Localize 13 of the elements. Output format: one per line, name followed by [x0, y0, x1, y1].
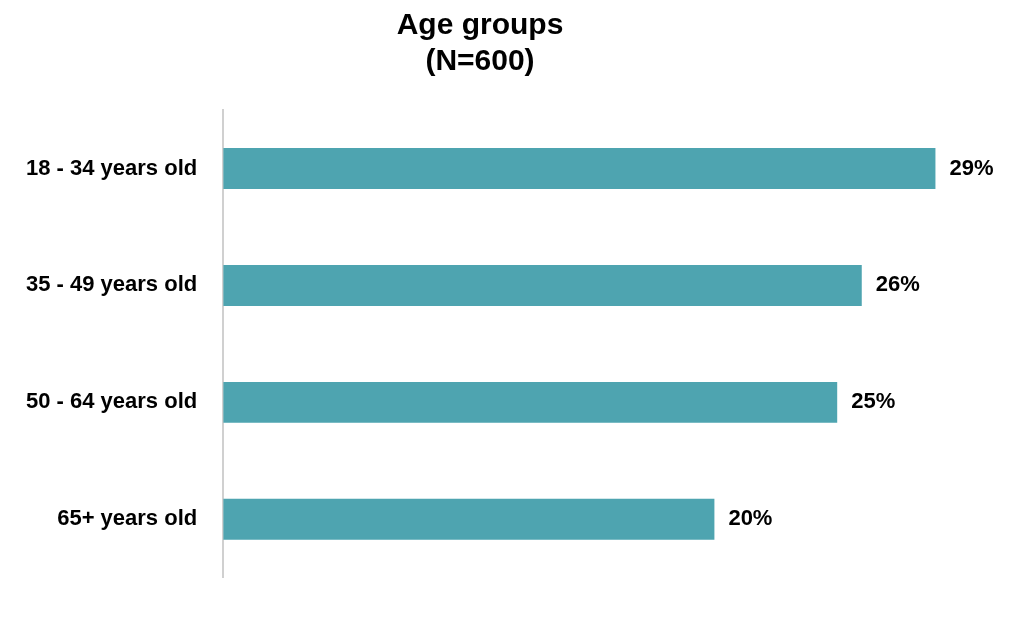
data-label: 29% — [949, 154, 994, 180]
y-tick-label: 35 - 49 years old — [25, 271, 198, 297]
bar — [223, 148, 936, 189]
y-tick-label: 18 - 34 years old — [25, 154, 198, 180]
chart-title: Age groups (N=600) — [396, 7, 564, 77]
y-tick-label: 65+ years old — [57, 505, 198, 531]
data-label: 20% — [728, 505, 773, 531]
y-tick-label: 50 - 64 years old — [25, 388, 198, 414]
bar — [223, 264, 862, 306]
bar — [223, 498, 715, 540]
data-label: 25% — [851, 388, 896, 414]
data-label: 26% — [875, 271, 920, 297]
bar — [223, 381, 838, 423]
